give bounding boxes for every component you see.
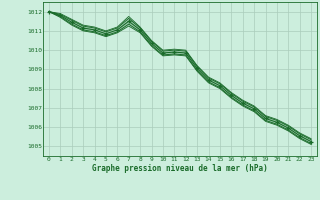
X-axis label: Graphe pression niveau de la mer (hPa): Graphe pression niveau de la mer (hPa) (92, 164, 268, 173)
